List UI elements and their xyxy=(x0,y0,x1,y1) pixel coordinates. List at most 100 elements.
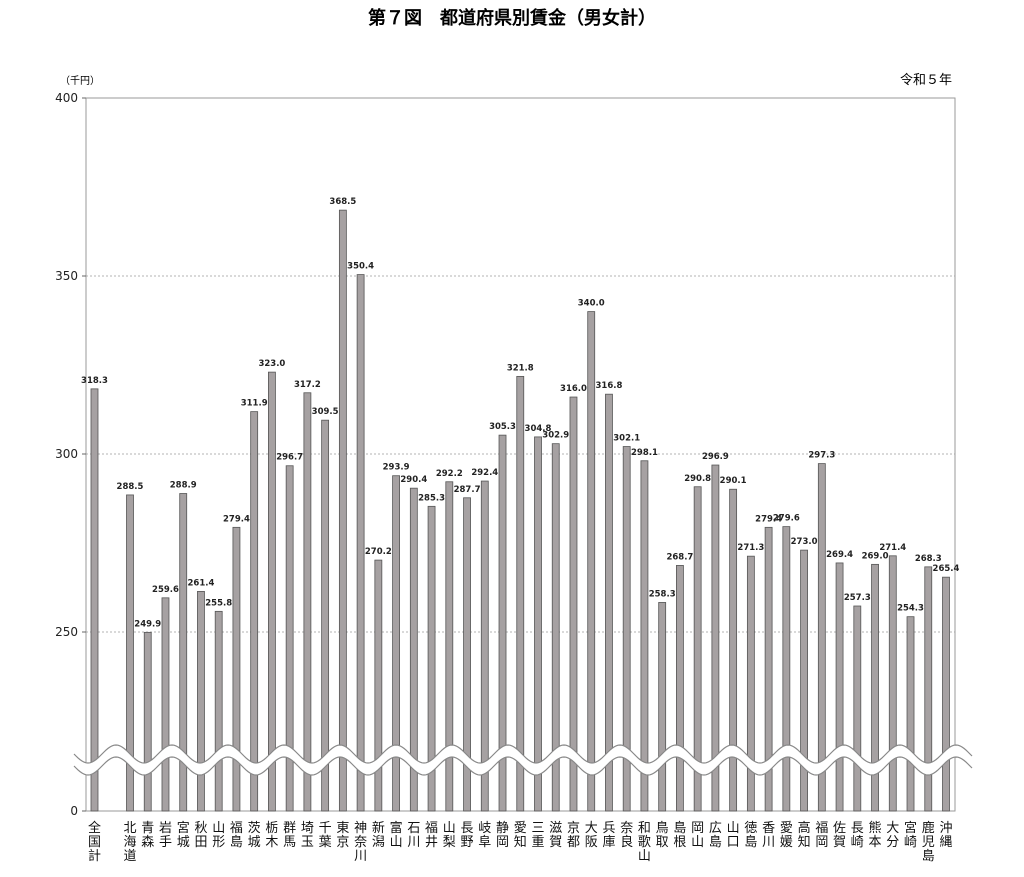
bar xyxy=(605,393,613,812)
value-label: 309.5 xyxy=(312,407,339,417)
category-label: 群馬 xyxy=(283,821,296,850)
y-tick-label: 350 xyxy=(55,269,78,283)
bar xyxy=(392,475,400,812)
bar xyxy=(782,526,791,812)
y-tick-label: 0 xyxy=(70,804,78,818)
bar xyxy=(197,591,205,812)
bar xyxy=(746,555,755,812)
bar xyxy=(303,392,312,812)
bar xyxy=(924,566,933,812)
category-label: 愛知 xyxy=(514,821,527,850)
value-label: 350.4 xyxy=(347,262,374,272)
value-label: 318.3 xyxy=(81,376,108,386)
bar xyxy=(534,436,542,812)
value-label: 269.0 xyxy=(862,551,889,561)
category-label: 鳥取 xyxy=(656,821,669,850)
value-label: 302.9 xyxy=(542,431,569,441)
bar xyxy=(480,480,489,812)
value-label: 271.3 xyxy=(737,543,764,553)
value-label: 292.4 xyxy=(471,468,498,478)
value-label: 368.5 xyxy=(329,197,356,207)
category-label: 奈良 xyxy=(620,821,633,850)
bar xyxy=(587,311,596,812)
grid-lines xyxy=(86,275,955,633)
bar xyxy=(764,526,773,812)
chart-title: 第７図 都道府県別賃金（男女計） xyxy=(368,7,656,29)
y-tick-label: 400 xyxy=(55,91,78,105)
value-label: 311.9 xyxy=(241,399,268,409)
value-labels: 318.3 288.5 249.9 259.6 288.9 261.4 255.8 279.4… xyxy=(81,197,959,629)
value-label: 288.9 xyxy=(170,481,197,491)
bar xyxy=(463,497,471,812)
bar xyxy=(622,446,631,812)
value-label: 287.7 xyxy=(454,485,481,495)
category-label: 熊本 xyxy=(869,820,882,850)
bar xyxy=(214,610,223,812)
value-label: 340.0 xyxy=(578,299,605,309)
value-label: 302.1 xyxy=(613,434,640,444)
category-label: 島根 xyxy=(673,821,686,850)
bar xyxy=(800,549,808,812)
bar xyxy=(268,371,276,812)
category-label: 大分 xyxy=(886,821,899,850)
category-label: 秋田 xyxy=(194,821,207,850)
value-label: 273.0 xyxy=(791,537,818,547)
value-label: 296.7 xyxy=(276,453,303,463)
category-label: 香川 xyxy=(762,821,775,850)
bar xyxy=(888,555,897,812)
value-label: 298.1 xyxy=(631,448,658,458)
bar xyxy=(498,434,507,812)
bar xyxy=(427,505,436,812)
bar xyxy=(409,487,418,812)
category-label: 新潟 xyxy=(372,820,385,850)
bar xyxy=(676,565,684,812)
category-label: 山梨 xyxy=(443,821,456,850)
value-label: 290.1 xyxy=(720,476,747,486)
category-label: 兵庫 xyxy=(602,821,615,850)
category-label: 岐阜 xyxy=(478,821,491,850)
value-label: 305.3 xyxy=(489,422,516,432)
bar xyxy=(729,488,738,812)
category-label: 広島 xyxy=(709,821,722,850)
category-label: 宮城 xyxy=(177,820,190,850)
bar xyxy=(569,396,578,812)
value-label: 255.8 xyxy=(205,598,232,608)
bar xyxy=(90,388,99,812)
value-label: 290.8 xyxy=(684,474,711,484)
category-label: 北海道 xyxy=(123,821,136,864)
category-label: 長野 xyxy=(461,821,474,850)
bar xyxy=(853,605,862,812)
bar xyxy=(942,576,950,812)
category-label: 千葉 xyxy=(319,821,332,850)
category-label: 滋賀 xyxy=(549,821,562,850)
bar xyxy=(126,494,134,812)
category-label: 全国計 xyxy=(88,820,101,864)
category-label: 三重 xyxy=(531,821,544,850)
value-label: 249.9 xyxy=(134,619,161,629)
value-label: 270.2 xyxy=(365,547,392,557)
bar xyxy=(250,411,259,812)
value-label: 259.6 xyxy=(152,585,179,595)
category-label: 鹿児島 xyxy=(922,820,935,864)
bar xyxy=(906,616,915,812)
category-labels: 全国計北海道青森岩手宮城秋田山形福島茨城栃木群馬埼玉千葉東京神奈川新潟富山石川福… xyxy=(88,820,953,864)
axis-break-mark xyxy=(73,744,973,776)
bar xyxy=(232,526,241,812)
bar xyxy=(693,486,702,812)
value-label: 258.3 xyxy=(649,589,676,599)
year-note: 令和５年 xyxy=(900,73,952,88)
value-label: 293.9 xyxy=(383,463,410,473)
category-label: 神奈川 xyxy=(354,821,367,864)
value-label: 261.4 xyxy=(188,578,215,588)
unit-label: （千円） xyxy=(60,75,100,87)
y-axis: 0 250 300 350 400 xyxy=(55,91,86,818)
bar xyxy=(161,597,170,812)
category-label: 埼玉 xyxy=(301,821,314,850)
y-tick-label: 250 xyxy=(55,625,78,639)
value-label: 304.8 xyxy=(525,424,552,434)
value-label: 285.3 xyxy=(418,493,445,503)
value-label: 279.4 xyxy=(755,514,782,524)
value-label: 254.3 xyxy=(897,604,924,614)
category-label: 沖縄 xyxy=(939,821,952,850)
